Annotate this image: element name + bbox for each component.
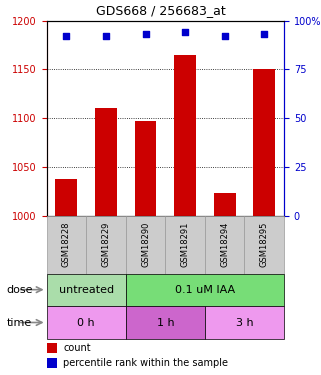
Text: 0 h: 0 h <box>77 318 95 327</box>
Text: untreated: untreated <box>58 285 114 295</box>
Bar <box>214 193 236 216</box>
Bar <box>47 274 126 306</box>
Point <box>222 33 227 39</box>
Bar <box>47 358 56 368</box>
Text: GDS668 / 256683_at: GDS668 / 256683_at <box>96 4 225 17</box>
Bar <box>174 55 196 216</box>
Bar <box>205 216 245 274</box>
Text: GSM18290: GSM18290 <box>141 222 150 267</box>
Text: count: count <box>63 343 91 352</box>
Point <box>143 31 148 37</box>
Point <box>103 33 108 39</box>
Bar <box>245 216 284 274</box>
Text: GSM18229: GSM18229 <box>101 222 110 267</box>
Bar <box>126 274 284 306</box>
Bar <box>47 343 56 353</box>
Bar <box>56 178 77 216</box>
Bar <box>134 121 156 216</box>
Text: 0.1 uM IAA: 0.1 uM IAA <box>175 285 235 295</box>
Text: 3 h: 3 h <box>236 318 253 327</box>
Bar <box>126 306 205 339</box>
Bar <box>47 306 126 339</box>
Bar <box>47 216 86 274</box>
Bar <box>205 306 284 339</box>
Text: GSM18291: GSM18291 <box>181 222 190 267</box>
Bar <box>253 69 275 216</box>
Point <box>64 33 69 39</box>
Point <box>262 31 267 37</box>
Text: GSM18295: GSM18295 <box>260 222 269 267</box>
Text: time: time <box>6 318 32 327</box>
Bar <box>126 216 165 274</box>
Bar <box>165 216 205 274</box>
Text: 1 h: 1 h <box>157 318 174 327</box>
Text: dose: dose <box>6 285 33 295</box>
Text: GSM18228: GSM18228 <box>62 222 71 267</box>
Bar <box>86 216 126 274</box>
Text: GSM18294: GSM18294 <box>220 222 229 267</box>
Point <box>183 29 188 35</box>
Bar <box>95 108 117 216</box>
Text: percentile rank within the sample: percentile rank within the sample <box>63 358 228 368</box>
